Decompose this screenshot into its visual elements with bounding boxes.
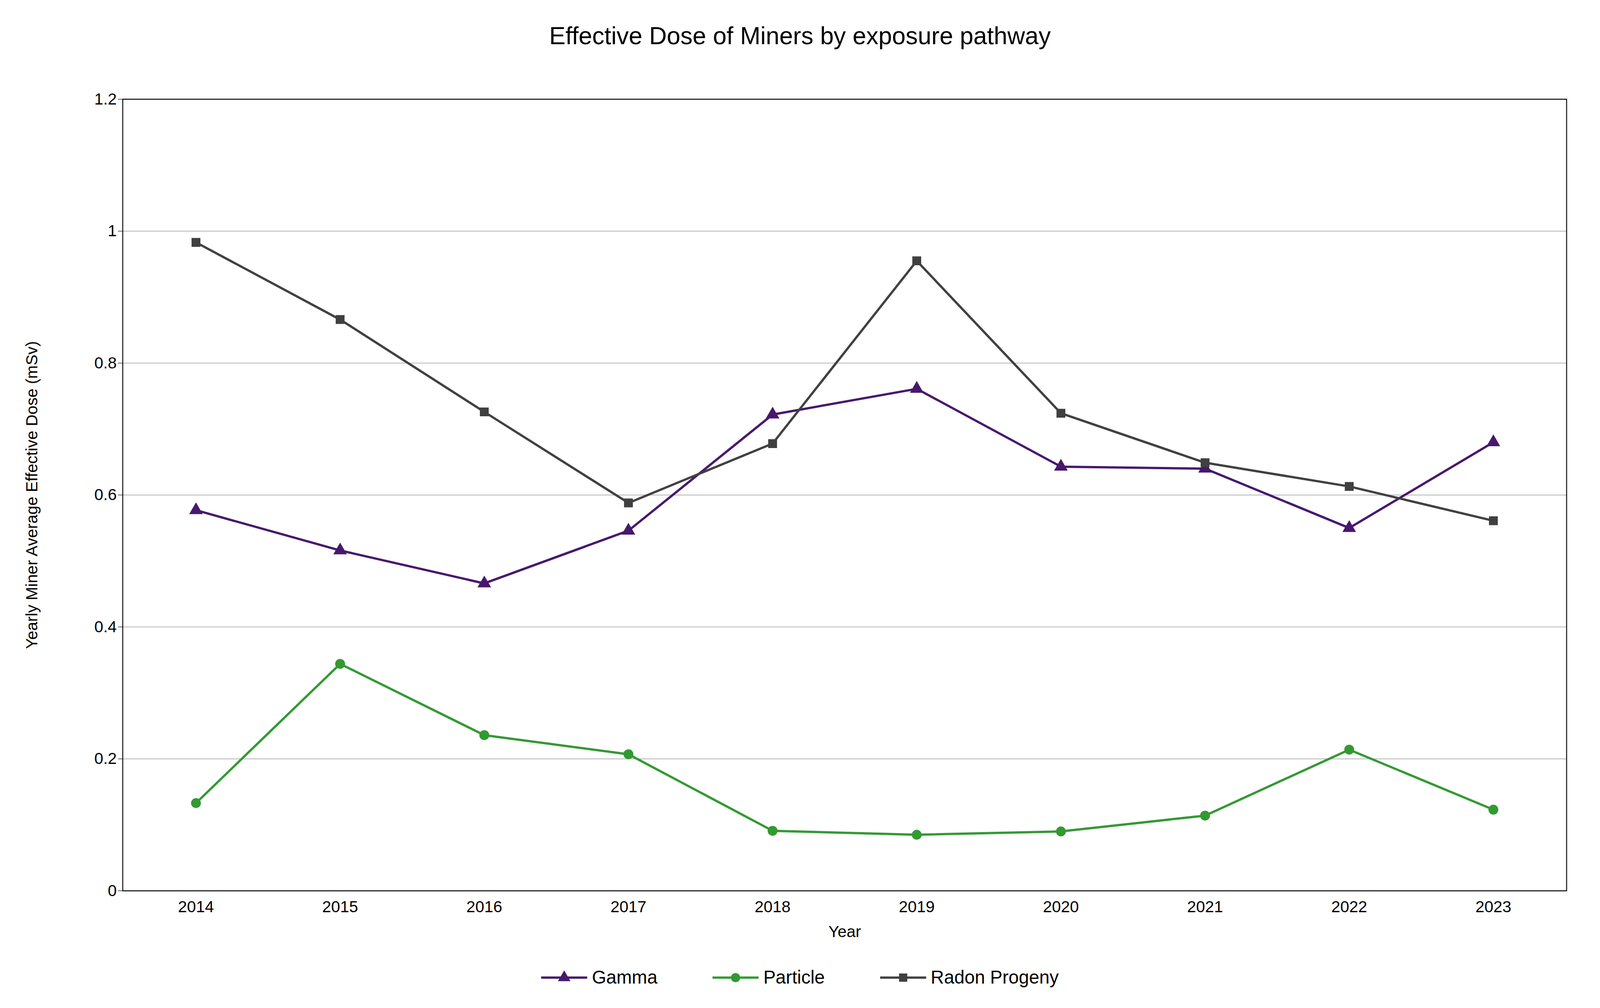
svg-text:Yearly Miner Average Effective: Yearly Miner Average Effective Dose (mSv… (22, 341, 41, 650)
html-text:Gamma: Gamma (591, 967, 658, 988)
svg-text:0.4: 0.4 (94, 617, 117, 636)
svg-text:2014: 2014 (178, 897, 215, 916)
svg-text:2021: 2021 (1187, 897, 1224, 916)
svg-text:1: 1 (107, 221, 117, 240)
svg-text:0.8: 0.8 (94, 353, 117, 372)
svg-text:2015: 2015 (322, 897, 359, 916)
svg-text:2016: 2016 (466, 897, 503, 916)
svg-text:2023: 2023 (1475, 897, 1512, 916)
svg-text:Year: Year (828, 922, 862, 941)
svg-text:0.2: 0.2 (94, 749, 117, 768)
svg-text:1.2: 1.2 (94, 89, 117, 108)
svg-text:2017: 2017 (610, 897, 647, 916)
html-text:Radon Progeny: Radon Progeny (930, 967, 1059, 988)
svg-text:2019: 2019 (899, 897, 935, 916)
svg-text:2022: 2022 (1331, 897, 1368, 916)
html-text:Particle: Particle (763, 967, 825, 988)
svg-text:2020: 2020 (1043, 897, 1080, 916)
html-text:Effective Dose of Miners by ex: Effective Dose of Miners by exposure pat… (549, 22, 1051, 50)
svg-text:0: 0 (107, 881, 117, 900)
svg-text:0.6: 0.6 (94, 485, 117, 504)
svg-text:2018: 2018 (754, 897, 791, 916)
